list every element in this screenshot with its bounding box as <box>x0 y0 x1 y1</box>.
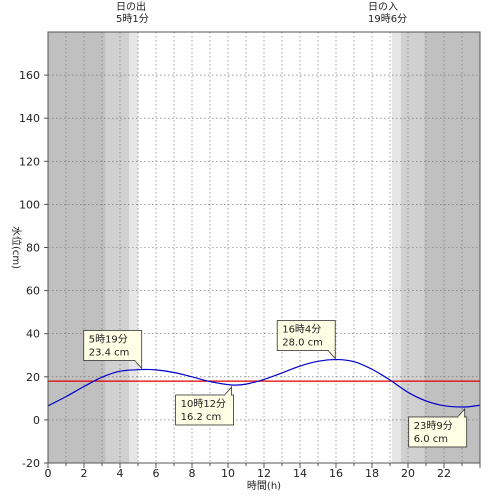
y-tick-label: 40 <box>26 328 40 341</box>
callout-0: 5時19分 23.4 cm <box>83 330 143 370</box>
band-twilight_inner-2 <box>129 32 139 463</box>
y-tick-label: 140 <box>19 112 40 125</box>
callout-time: 16時4分 <box>282 324 321 336</box>
y-tick-label: 120 <box>19 155 40 168</box>
callout-time: 23時9分 <box>414 420 453 432</box>
callout-box <box>408 416 468 448</box>
y-tick-label: -20 <box>22 457 40 470</box>
callout-box <box>175 394 235 426</box>
x-tick-label: 0 <box>45 467 52 480</box>
sunrise-title: 日の出 <box>116 2 146 13</box>
x-tick-label: 8 <box>189 467 196 480</box>
callout-box <box>276 320 336 351</box>
y-axis-ticks: -20 0 20 40 60 80 100 120 140 160 <box>19 69 48 470</box>
x-axis-title: 時間(h) <box>247 480 281 492</box>
callout-time: 10時12分 <box>181 398 226 410</box>
x-tick-label: 22 <box>437 467 451 480</box>
x-tick-label: 12 <box>257 467 271 480</box>
sunrise-label: 日の出 5時1分 <box>116 2 149 26</box>
sunset-label: 日の入 19時6分 <box>368 2 407 26</box>
callout-2: 16時4分 28.0 cm <box>276 320 336 360</box>
callout-box <box>83 330 143 361</box>
sunset-time: 19時6分 <box>368 14 408 25</box>
callout-value: 28.0 cm <box>282 338 323 349</box>
callout-value: 6.0 cm <box>414 434 448 445</box>
y-tick-label: 100 <box>19 198 40 211</box>
y-tick-label: 20 <box>26 371 40 384</box>
y-axis-title: 水位(cm) <box>10 226 23 269</box>
y-tick-label: 60 <box>26 285 40 298</box>
y-tick-label: 80 <box>26 242 40 255</box>
extremum-callouts: 5時19分 23.4 cm 10時12分 16.2 cm 16時4分 28.0 cm 23時… <box>83 320 468 448</box>
callout-1: 10時12分 16.2 cm <box>175 385 235 426</box>
callout-value: 16.2 cm <box>181 412 222 423</box>
x-tick-label: 6 <box>153 467 160 480</box>
x-tick-label: 16 <box>329 467 343 480</box>
x-tick-label: 4 <box>117 467 124 480</box>
callout-time: 5時19分 <box>89 333 128 345</box>
x-tick-label: 14 <box>293 467 307 480</box>
callout-value: 23.4 cm <box>89 347 130 358</box>
y-tick-label: 0 <box>33 414 40 427</box>
sunset-title: 日の入 <box>368 2 398 13</box>
y-tick-label: 160 <box>19 69 40 82</box>
x-tick-label: 18 <box>365 467 379 480</box>
x-axis-ticks: 0 2 4 6 8 10 12 14 16 18 20 22 <box>45 463 481 480</box>
x-tick-label: 10 <box>221 467 235 480</box>
callout-3: 23時9分 6.0 cm <box>408 407 468 448</box>
x-tick-label: 2 <box>81 467 88 480</box>
x-tick-label: 20 <box>401 467 415 480</box>
sunrise-time: 5時1分 <box>116 14 149 25</box>
tide-series-line <box>47 358 481 408</box>
